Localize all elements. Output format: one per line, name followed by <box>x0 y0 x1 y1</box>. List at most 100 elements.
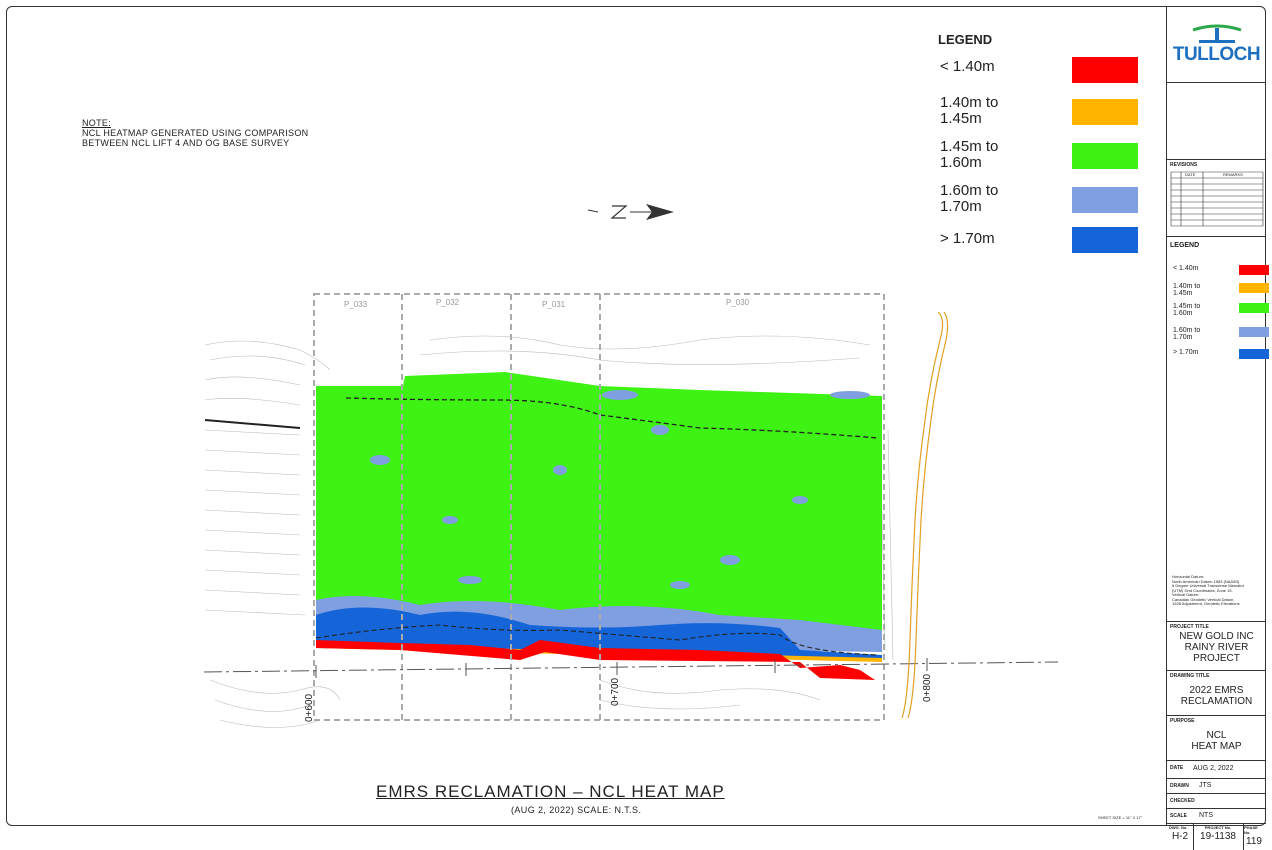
phase-value: 119 <box>1246 836 1262 847</box>
tb-legend-item: > 1.70m <box>1171 349 1269 367</box>
phase-label: PHASE No. <box>1244 825 1258 835</box>
tb-legend-item: < 1.40m <box>1171 265 1269 283</box>
note-line: BETWEEN NCL LIFT 4 AND OG BASE SURVEY <box>82 138 290 148</box>
north-arrow <box>587 204 674 220</box>
sheet-size: SHEET SIZE = 11" X 17" <box>1098 815 1143 820</box>
purpose-label: PURPOSE <box>1170 718 1195 724</box>
upper-dashed-line <box>345 397 879 439</box>
scale-label: SCALE <box>1170 813 1187 819</box>
revisions-table: REVISIONS DATE REMARKS <box>1167 160 1266 237</box>
drawing-number-row: DWG. No. H-2 PROJECT No. 19-1138 PHASE N… <box>1167 824 1266 850</box>
legend-item: 1.45m to 1.60m <box>938 139 1153 183</box>
legend-swatch <box>1072 187 1138 213</box>
map-legend: LEGEND < 1.40m 1.40m to 1.45m 1.45m to 1… <box>938 32 1153 271</box>
contour-lines <box>204 335 894 728</box>
panel-label: P_031 <box>542 300 566 309</box>
title-block: TULLOCH REVISIONS DATE REMARKS LEGEND < … <box>1166 6 1269 850</box>
lower-dashed-line <box>315 624 879 656</box>
heat-zone-green <box>316 372 882 650</box>
company-name: TULLOCH <box>1172 44 1261 65</box>
panel-label: P_030 <box>726 298 750 307</box>
purpose-section: PURPOSE NCL HEAT MAP <box>1167 716 1266 761</box>
dwg-value: H-2 <box>1171 831 1189 842</box>
legend-label: 1.40m to 1.45m <box>940 94 999 127</box>
dwg-label: DWG. No. <box>1169 825 1188 830</box>
project-title-line: NEW GOLD INC <box>1179 631 1254 642</box>
heat-zone-red <box>316 640 875 680</box>
tb-legend-label: 1.60m to 1.70m <box>1173 327 1201 341</box>
datum-line: Vertical Datum: <box>1172 592 1200 597</box>
panel-label: P_033 <box>344 300 368 309</box>
legend-swatch <box>1072 143 1138 169</box>
drawing-frame <box>6 6 1266 826</box>
drawn-label: DRAWN <box>1170 783 1189 789</box>
purpose-line: HEAT MAP <box>1191 741 1242 752</box>
legend-label: 1.45m to 1.60m <box>940 138 999 171</box>
map-subtitle: (AUG 2, 2022) SCALE: N.T.S. <box>511 805 642 815</box>
drawn-value: JTS <box>1199 782 1212 789</box>
chainage-ticks <box>315 658 928 678</box>
datum-line: Horizontal Datum: <box>1172 574 1205 579</box>
note-line: NCL HEATMAP GENERATED USING COMPARISON <box>82 128 309 138</box>
legend-item: < 1.40m <box>938 57 1153 95</box>
checked-label: CHECKED <box>1170 798 1195 804</box>
legend-item: > 1.70m <box>938 227 1153 271</box>
tb-legend-swatch <box>1239 303 1269 313</box>
panel-label: P_032 <box>436 298 460 307</box>
heat-map-drawing <box>203 204 1059 728</box>
drawing-note: NOTE: NCL HEATMAP GENERATED USING COMPAR… <box>82 118 308 148</box>
tb-legend-item: 1.45m to 1.60m <box>1171 303 1269 321</box>
title-block-legend: LEGEND < 1.40m 1.40m to 1.45m 1.45m to 1… <box>1167 237 1269 622</box>
date-row: DATE AUG 2, 2022 <box>1167 761 1266 779</box>
tb-legend-label: > 1.70m <box>1173 349 1199 356</box>
tb-legend-label: 1.40m to 1.45m <box>1173 283 1201 297</box>
checked-row: CHECKED <box>1167 794 1266 809</box>
chainage-label: 0+600 <box>304 693 315 722</box>
revisions-label: REVISIONS <box>1170 162 1198 168</box>
project-no-label: PROJECT No. <box>1204 825 1232 830</box>
map-title: EMRS RECLAMATION – NCL HEAT MAP <box>376 782 725 801</box>
tb-legend-swatch <box>1239 349 1269 359</box>
tb-legend-swatch <box>1239 265 1269 275</box>
legend-swatch <box>1072 99 1138 125</box>
drawing-title-line: RECLAMATION <box>1180 696 1253 707</box>
phase-cell: PHASE No. 119 <box>1243 824 1265 850</box>
project-title-label: PROJECT TITLE <box>1170 624 1209 630</box>
company-logo: TULLOCH <box>1167 6 1266 83</box>
drawing-title-line: 2022 EMRS <box>1189 685 1244 696</box>
tb-legend-item: 1.60m to 1.70m <box>1171 327 1269 345</box>
rev-col-remarks: REMARKS <box>1223 172 1243 177</box>
datum-line: (UTM) Grid Coordinates, Zone 15. <box>1172 587 1233 593</box>
datum-line: 1928 Adjustment, Geodetic Elevations <box>1172 601 1240 606</box>
centre-line <box>203 661 1059 673</box>
drawn-row: DRAWN JTS <box>1167 779 1266 794</box>
project-title: NEW GOLD INC RAINY RIVER PROJECT <box>1167 622 1266 664</box>
legend-label: < 1.40m <box>940 58 995 75</box>
project-no-value: 19-1138 <box>1200 831 1236 842</box>
revisions-grid <box>1170 171 1264 227</box>
dwg-cell: DWG. No. H-2 <box>1167 824 1194 850</box>
date-value: AUG 2, 2022 <box>1193 765 1234 772</box>
project-title-line: RAINY RIVER <box>1184 642 1249 653</box>
logo-mark-icon <box>1192 24 1242 43</box>
road-line <box>901 311 944 719</box>
scale-value: NTS <box>1199 812 1213 819</box>
legend-item: 1.60m to 1.70m <box>938 183 1153 227</box>
project-no-cell: PROJECT No. 19-1138 <box>1193 824 1244 850</box>
datum-line: 6 Degree Universal Transverse Mercator <box>1172 583 1245 588</box>
chainage-label: 0+700 <box>610 677 621 706</box>
scale-row: SCALE NTS <box>1167 809 1266 824</box>
project-title-section: PROJECT TITLE NEW GOLD INC RAINY RIVER P… <box>1167 622 1266 671</box>
purpose: NCL HEAT MAP <box>1167 716 1266 752</box>
datum-line: North American Datum 1983 (NAD83) <box>1172 578 1240 584</box>
project-title-line: PROJECT <box>1193 653 1240 664</box>
panel-outlines <box>313 293 885 721</box>
tb-legend-swatch <box>1239 283 1269 293</box>
tb-legend-label: < 1.40m <box>1173 265 1199 272</box>
tb-legend-label: 1.45m to 1.60m <box>1173 303 1201 317</box>
legend-swatch <box>1072 227 1138 253</box>
drawing-title-label: DRAWING TITLE <box>1170 673 1210 679</box>
datum-notes: Horizontal Datum: North American Datum 1… <box>1172 574 1245 607</box>
road-line <box>907 311 949 719</box>
boundary-line <box>204 419 301 429</box>
